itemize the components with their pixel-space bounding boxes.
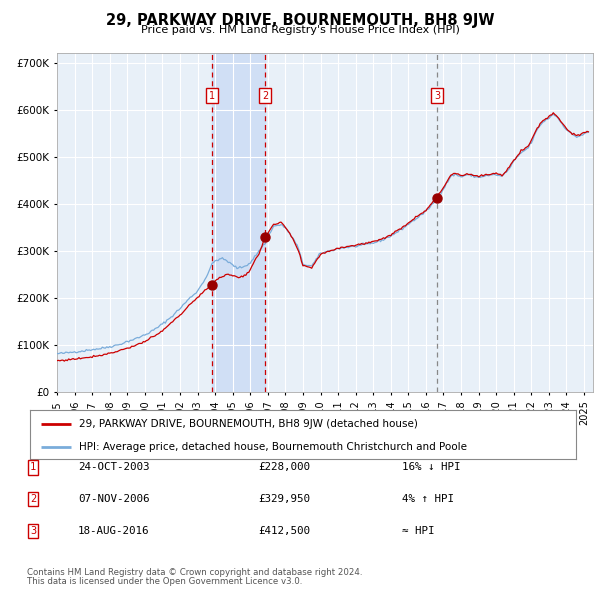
Bar — [212, 53, 265, 392]
Text: 16% ↓ HPI: 16% ↓ HPI — [402, 463, 461, 472]
Text: Price paid vs. HM Land Registry's House Price Index (HPI): Price paid vs. HM Land Registry's House … — [140, 25, 460, 35]
Text: 29, PARKWAY DRIVE, BOURNEMOUTH, BH8 9JW (detached house): 29, PARKWAY DRIVE, BOURNEMOUTH, BH8 9JW … — [79, 419, 418, 429]
Text: 4% ↑ HPI: 4% ↑ HPI — [402, 494, 454, 504]
Text: 24-OCT-2003: 24-OCT-2003 — [78, 463, 149, 472]
Text: 2: 2 — [262, 90, 268, 100]
Text: 18-AUG-2016: 18-AUG-2016 — [78, 526, 149, 536]
Text: 1: 1 — [30, 463, 36, 472]
Text: 1: 1 — [209, 90, 215, 100]
Text: 3: 3 — [434, 90, 440, 100]
Text: 29, PARKWAY DRIVE, BOURNEMOUTH, BH8 9JW: 29, PARKWAY DRIVE, BOURNEMOUTH, BH8 9JW — [106, 13, 494, 28]
Text: 07-NOV-2006: 07-NOV-2006 — [78, 494, 149, 504]
Text: Contains HM Land Registry data © Crown copyright and database right 2024.: Contains HM Land Registry data © Crown c… — [27, 568, 362, 577]
Text: £228,000: £228,000 — [258, 463, 310, 472]
Text: £329,950: £329,950 — [258, 494, 310, 504]
Text: ≈ HPI: ≈ HPI — [402, 526, 434, 536]
Text: 2: 2 — [30, 494, 36, 504]
Text: HPI: Average price, detached house, Bournemouth Christchurch and Poole: HPI: Average price, detached house, Bour… — [79, 442, 467, 452]
Text: This data is licensed under the Open Government Licence v3.0.: This data is licensed under the Open Gov… — [27, 578, 302, 586]
Text: 3: 3 — [30, 526, 36, 536]
Text: £412,500: £412,500 — [258, 526, 310, 536]
